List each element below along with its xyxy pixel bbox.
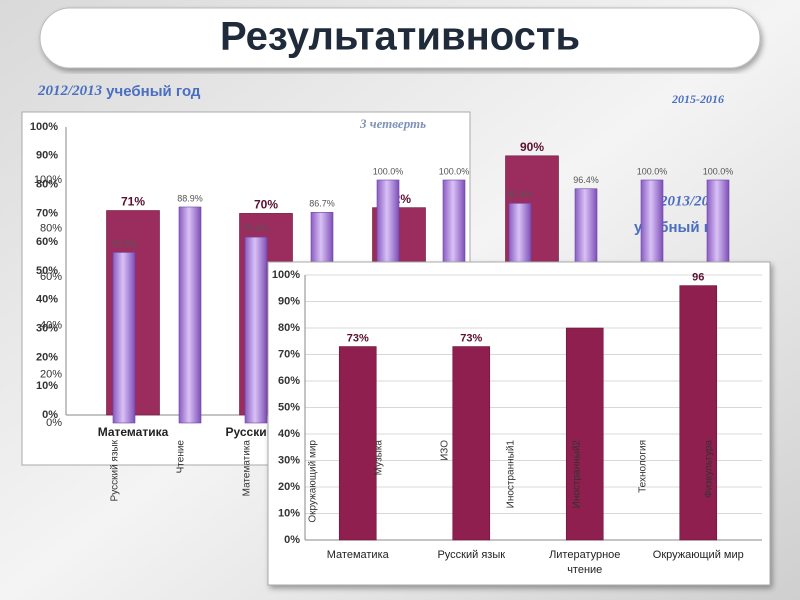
y-tick-label: 0%	[284, 534, 300, 546]
value-label: 73%	[347, 332, 369, 344]
year-suffix: учебный год	[106, 83, 201, 100]
y-tick-label: 50%	[36, 265, 58, 277]
value-label: 100.0%	[703, 166, 734, 176]
y-tick-label: 90%	[36, 150, 58, 162]
x-tick-label: Музыка	[374, 440, 385, 476]
y-tick-label: 70%	[36, 207, 58, 219]
value-label: 88.9%	[177, 193, 203, 203]
x-tick-label: Окружающий мир	[653, 549, 744, 561]
value-label: 90%	[520, 140, 544, 154]
y-tick-label: 60%	[40, 271, 62, 283]
value-label: 100.0%	[373, 166, 404, 176]
x-tick-label: Русский язык	[110, 439, 121, 501]
title: Результативность	[220, 15, 580, 59]
value-label: 70%	[254, 198, 278, 212]
y-tick-label: 30%	[278, 454, 300, 466]
year-label: 2012/2013 учебный год	[37, 83, 201, 100]
y-tick-label: 40%	[40, 320, 62, 332]
y-tick-label: 70%	[278, 348, 300, 360]
y-tick-label: 100%	[30, 121, 58, 133]
y-tick-label: 90%	[278, 295, 300, 307]
x-tick-label: Математика	[98, 425, 169, 439]
value-label: 76.5%	[243, 223, 269, 233]
x-tick-label: Окружающий мир	[308, 440, 319, 523]
x-tick-label: Литературное чтение	[549, 549, 620, 576]
y-tick-label: 80%	[40, 223, 62, 235]
y-tick-label: 80%	[278, 322, 300, 334]
y-tick-label: 40%	[278, 428, 300, 440]
x-tick-label: Физкультура	[704, 440, 715, 498]
value-label: 73%	[460, 332, 482, 344]
value-label: 70.2%	[111, 239, 137, 249]
chart-b-labels: Русский язык Чтение Математика Окружающий м…	[110, 439, 715, 522]
y-tick-label: 80%	[36, 179, 58, 191]
value-label: 100.0%	[637, 166, 668, 176]
value-label: 86.7%	[309, 199, 335, 209]
x-tick-label: Иностранный2	[572, 440, 583, 509]
x-tick-label: Русский язык	[437, 549, 505, 561]
x-tick-label: Математика	[327, 549, 390, 561]
y-tick-label: 60%	[36, 236, 58, 248]
value-label: 90.4%	[507, 190, 533, 200]
chart-c: 0% 10% 20% 30% 40% 50% 60% 70% 80% 90% 100% 73% Мате…	[267, 261, 771, 586]
y-tick-label: 10%	[278, 507, 300, 519]
y-tick-label: 10%	[36, 380, 58, 392]
y-tick-label: 20%	[36, 351, 58, 363]
bar	[452, 346, 491, 541]
value-label: 96	[692, 272, 704, 284]
bar	[112, 252, 136, 424]
value-label: 96.4%	[573, 175, 599, 185]
bar	[338, 346, 377, 541]
x-tick-label: Технология	[638, 440, 649, 493]
bar	[679, 285, 718, 541]
y-tick-label: 30%	[36, 323, 58, 335]
quarter-label: 3 четверть	[359, 116, 426, 131]
y-tick-label: 60%	[278, 375, 300, 387]
y-tick-label: 20%	[40, 368, 62, 380]
x-tick-label: Математика	[242, 440, 253, 497]
bar	[178, 206, 202, 424]
y-tick-label: 20%	[278, 481, 300, 493]
bar	[565, 327, 604, 541]
y-tick-label: 100%	[34, 174, 62, 186]
year-label: 2015-2016	[671, 92, 724, 106]
y-tick-label: 50%	[278, 401, 300, 413]
bar	[244, 236, 268, 424]
year: 2012/2013	[37, 83, 103, 99]
y-tick-label: 0%	[46, 417, 62, 429]
y-tick-label: 0%	[42, 409, 58, 421]
x-tick-label: ИЗО	[440, 440, 451, 461]
x-tick-label: Чтение	[176, 440, 187, 474]
x-tick-label: Иностранный1	[506, 440, 517, 509]
title-banner	[39, 7, 761, 69]
value-label: 71%	[121, 195, 145, 209]
value-label: 100.0%	[439, 166, 470, 176]
y-tick-label: 40%	[36, 294, 58, 306]
y-tick-label: 100%	[272, 269, 300, 281]
